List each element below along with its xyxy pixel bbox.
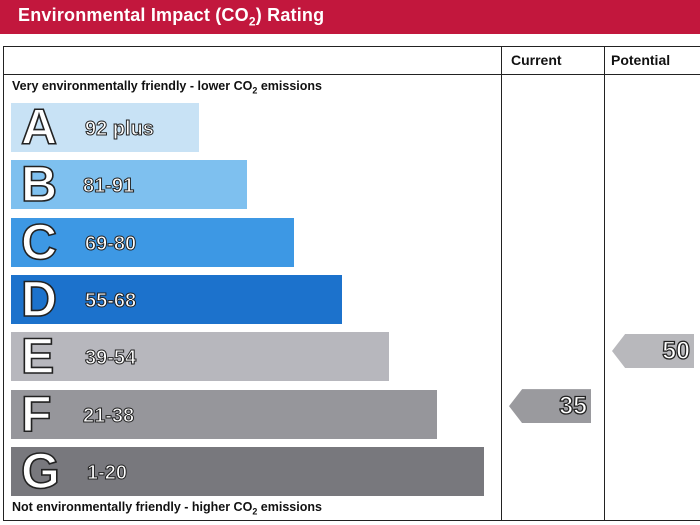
band-range-label: 1-20: [86, 461, 128, 484]
potential-column-header: Potential: [611, 52, 671, 68]
band-range-label: 69-80: [84, 232, 137, 255]
band-range-label: 21-38: [82, 404, 135, 427]
band-range-label: 92 plus: [85, 118, 155, 141]
current-rating-value: 35: [559, 391, 588, 421]
potential-column-divider: [604, 46, 605, 521]
band-range-label: 55-68: [84, 289, 137, 312]
band-letter: A: [20, 98, 58, 156]
band-letter: E: [20, 327, 55, 385]
band-letter: D: [20, 270, 58, 328]
band-letter: C: [20, 213, 58, 271]
potential-rating-arrow: 50: [612, 333, 694, 368]
band-b: B 81-91: [11, 155, 247, 213]
band-d: D 55-68: [11, 270, 342, 328]
header-row-divider: [3, 74, 700, 75]
band-letter: G: [20, 442, 61, 500]
band-e: E 39-54: [11, 327, 389, 385]
band-letter: F: [20, 385, 52, 443]
current-rating-arrow: 35: [509, 389, 591, 424]
bottom-caption: Not environmentally friendly - higher CO…: [12, 500, 322, 517]
header-bar: Environmental Impact (CO2) Rating: [0, 0, 700, 34]
current-column-divider: [501, 46, 502, 521]
chart-title: Environmental Impact (CO2) Rating: [18, 5, 325, 29]
current-column-header: Current: [511, 52, 562, 68]
band-range-label: 81-91: [82, 175, 135, 198]
top-caption: Very environmentally friendly - lower CO…: [12, 79, 322, 96]
potential-rating-value: 50: [662, 336, 691, 365]
band-a: A 92 plus: [11, 98, 199, 156]
band-letter: B: [20, 155, 58, 213]
band-g: G 1-20: [11, 442, 484, 500]
band-range-label: 39-54: [84, 347, 137, 370]
band-c: C 69-80: [11, 213, 294, 270]
rating-table-frame: [3, 46, 700, 521]
band-f: F 21-38: [11, 385, 437, 442]
